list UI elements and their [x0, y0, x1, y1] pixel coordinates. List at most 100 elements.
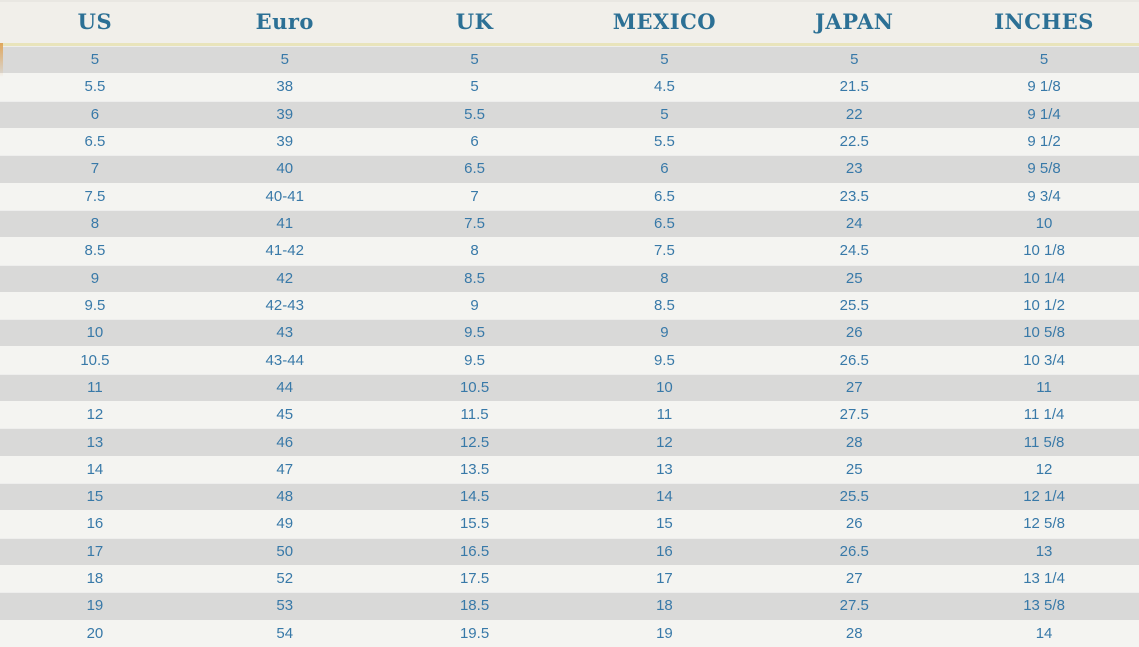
table-cell: 10 5/8	[1023, 324, 1065, 342]
table-row: 16 49 15.5 15 26 12 5/8	[0, 510, 1139, 538]
table-cell: 7	[470, 187, 479, 205]
table-row: 18 52 17.5 17 27 13 1/4	[0, 564, 1139, 593]
table-cell: 5.5	[464, 105, 485, 123]
table-row: 9.5 42-43 9 8.5 25.5 10 1/2	[0, 291, 1139, 320]
table-cell: 6.5	[84, 133, 106, 151]
table-cell: 12.5	[459, 433, 490, 451]
table-cell: 13 5/8	[1023, 597, 1065, 615]
table-cell: 14.5	[459, 488, 490, 506]
table-cell: 18	[86, 570, 104, 588]
table-cell: 13	[86, 433, 104, 451]
table-cell: 19	[656, 624, 673, 642]
table-row: 10 43 9.5 9 26 10 5/8	[0, 319, 1139, 347]
table-cell: 5	[660, 51, 669, 69]
table-cell: 26.5	[839, 542, 869, 560]
table-cell: 5.5	[653, 133, 675, 151]
table-cell: 5	[90, 51, 100, 69]
table-cell: 8	[660, 269, 669, 287]
table-cell: 6	[660, 160, 669, 178]
table-cell: 25	[845, 269, 863, 287]
table-cell: 9 5/8	[1027, 160, 1061, 178]
table-cell: 10	[86, 324, 104, 342]
table-row: 8.5 41-42 8 7.5 24.5 10 1/8	[0, 237, 1139, 265]
table-cell: 27	[845, 570, 863, 588]
table-cell: 43	[276, 324, 294, 342]
column-header-mexico: MEXICO	[612, 9, 717, 34]
table-cell: 39	[276, 105, 294, 123]
table-cell: 12	[86, 406, 104, 424]
table-cell: 10 1/2	[1023, 296, 1065, 314]
table-cell: 25.5	[839, 488, 869, 506]
table-cell: 15.5	[459, 515, 490, 533]
table-cell: 12 1/4	[1023, 488, 1065, 506]
table-cell: 9 1/4	[1027, 105, 1061, 123]
table-cell: 9.5	[653, 351, 675, 369]
table-cell: 5	[280, 51, 289, 69]
table-cell: 11 5/8	[1023, 433, 1065, 451]
table-cell: 23.5	[839, 187, 869, 205]
table-cell: 11	[656, 406, 673, 424]
table-cell: 13	[1035, 542, 1053, 560]
table-cell: 8.5	[464, 269, 485, 287]
table-cell: 14	[86, 460, 104, 478]
column-header-euro: Euro	[255, 9, 314, 34]
table-row: 20 54 19.5 19 28 14	[0, 619, 1139, 647]
table-cell: 27	[845, 378, 863, 396]
table-row: 17 50 16.5 16 26.5 13	[0, 537, 1139, 565]
table-cell: 10	[1035, 215, 1053, 233]
table-cell: 5	[470, 78, 479, 96]
table-cell: 44	[276, 378, 294, 396]
table-cell: 18.5	[459, 597, 490, 615]
table-row: 12 45 11.5 11 27.5 11 1/4	[0, 401, 1139, 429]
table-cell: 23	[845, 160, 863, 178]
table-row: 10.5 43-44 9.5 9.5 26.5 10 3/4	[0, 346, 1139, 374]
table-cell: 5	[470, 51, 479, 69]
header-divider-line	[0, 43, 1139, 46]
table-cell: 28	[845, 433, 863, 451]
table-cell: 6.5	[653, 215, 675, 233]
table-cell: 11	[1036, 378, 1052, 396]
table-cell: 14	[1035, 624, 1053, 642]
table-cell: 7.5	[464, 215, 485, 233]
table-cell: 47	[276, 460, 294, 478]
table-cell: 9 1/2	[1027, 133, 1061, 151]
table-cell: 54	[276, 624, 294, 642]
table-cell: 5.5	[84, 78, 106, 96]
table-cell: 26.5	[839, 351, 869, 369]
table-cell: 11.5	[460, 406, 489, 424]
table-cell: 39	[276, 133, 294, 151]
table-cell: 10.5	[459, 378, 490, 396]
table-cell: 13.5	[459, 460, 490, 478]
table-cell: 13	[656, 460, 673, 478]
table-cell: 12	[656, 433, 673, 451]
table-cell: 28	[845, 624, 863, 642]
table-cell: 25.5	[839, 296, 869, 314]
table-cell: 53	[276, 597, 294, 615]
table-cell: 16	[656, 542, 673, 560]
table-cell: 5	[850, 51, 859, 69]
table-cell: 16.5	[459, 542, 490, 560]
table-cell: 27.5	[839, 406, 869, 424]
table-cell: 18	[656, 597, 673, 615]
table-cell: 8	[90, 215, 100, 233]
table-cell: 11 1/4	[1023, 406, 1065, 424]
table-cell: 8.5	[653, 296, 675, 314]
table-cell: 19.5	[459, 624, 490, 642]
table-row: 7.5 40-41 7 6.5 23.5 9 3/4	[0, 182, 1139, 210]
table-cell: 7.5	[84, 187, 106, 205]
table-cell: 10 1/4	[1023, 269, 1065, 287]
table-cell: 15	[86, 488, 104, 506]
table-cell: 13 1/4	[1023, 570, 1065, 588]
table-cell: 9.5	[464, 324, 485, 342]
table-cell: 50	[276, 542, 294, 560]
table-cell: 15	[656, 515, 673, 533]
table-cell: 22	[845, 105, 863, 123]
table-cell: 5	[660, 105, 669, 123]
table-cell: 9	[90, 269, 100, 287]
table-cell: 10 1/8	[1023, 242, 1065, 260]
table-cell: 20	[86, 624, 104, 642]
table-cell: 7.5	[653, 242, 675, 260]
table-cell: 45	[276, 406, 294, 424]
table-cell: 10	[656, 378, 673, 396]
